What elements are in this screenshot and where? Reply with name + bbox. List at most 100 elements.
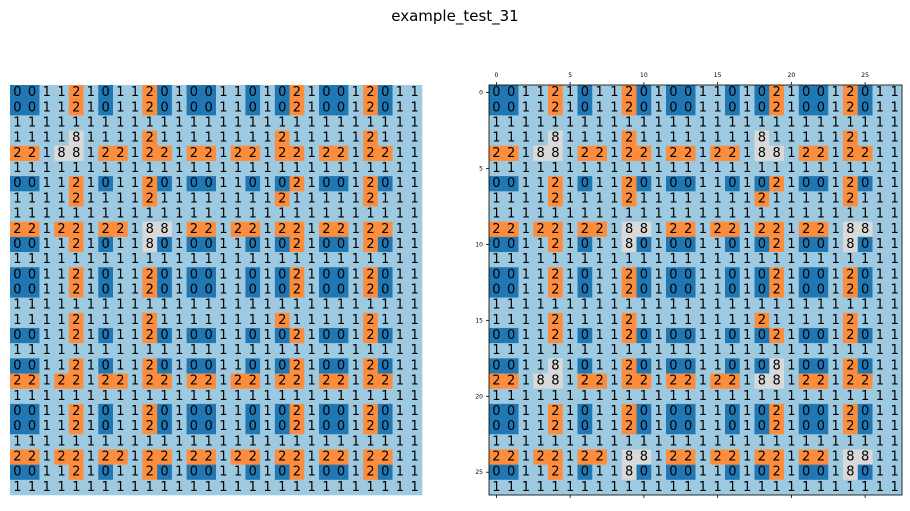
left-grid-cell xyxy=(333,206,349,222)
left-grid-cell-label: 0 xyxy=(278,328,286,343)
left-grid-cell-label: 1 xyxy=(410,480,418,495)
left-grid-cell-label: 1 xyxy=(175,115,183,130)
left-grid-cell-label: 0 xyxy=(190,419,198,434)
left-grid-cell xyxy=(157,130,173,147)
right-grid-cell-label: 1 xyxy=(713,252,721,267)
left-grid-cell-label: 1 xyxy=(263,283,271,298)
right-grid-cell-label: 0 xyxy=(728,237,736,252)
right-grid-cell-label: 1 xyxy=(787,100,795,115)
left-grid-cell xyxy=(171,282,187,298)
left-grid-cell-label: 0 xyxy=(249,404,257,419)
left-grid-cell-label: 1 xyxy=(72,115,80,130)
right-grid-cell-label: 1 xyxy=(699,404,707,419)
right-grid-cell-label: 1 xyxy=(536,85,544,100)
right-grid-cell-label: 2 xyxy=(846,100,854,115)
left-grid-cell-label: 1 xyxy=(219,115,227,130)
left-grid-cell xyxy=(363,297,379,314)
right-grid-cell-label: 1 xyxy=(817,161,825,176)
left-grid-cell-label: 1 xyxy=(234,191,242,206)
right-grid-cell-label: 1 xyxy=(772,161,780,176)
left-grid-cell xyxy=(39,267,55,283)
left-grid-cell-label: 0 xyxy=(101,267,109,282)
left-grid-cell-label: 1 xyxy=(352,176,360,191)
left-grid-cell-label: 1 xyxy=(13,313,21,328)
left-grid-cell xyxy=(260,85,276,101)
left-grid-cell-label: 1 xyxy=(28,161,36,176)
left-grid-cell-label: 1 xyxy=(116,115,124,130)
left-grid-cell-label: 1 xyxy=(219,374,227,389)
left-grid-cell-label: 1 xyxy=(263,146,271,161)
right-grid-cell-label: 0 xyxy=(861,176,869,191)
right-grid-cell-label: 2 xyxy=(713,222,721,237)
right-grid-cell-label: 1 xyxy=(772,480,780,495)
right-grid-cell-label: 1 xyxy=(846,389,854,404)
right-grid-cell-label: 0 xyxy=(802,283,810,298)
left-grid-cell xyxy=(10,327,26,344)
right-grid-cell-label: 1 xyxy=(876,313,884,328)
left-grid-cell-label: 1 xyxy=(293,389,301,404)
left-grid-cell xyxy=(10,191,26,207)
left-grid-cell-label: 1 xyxy=(396,465,404,480)
left-grid-cell-label: 1 xyxy=(146,252,154,267)
right-grid-cell-label: 1 xyxy=(625,115,633,130)
left-grid-cell-label: 1 xyxy=(396,343,404,358)
right-grid-cell-label: 0 xyxy=(802,100,810,115)
right-grid-cell-label: 1 xyxy=(787,465,795,480)
left-grid-cell xyxy=(407,191,423,207)
right-grid-cell-label: 8 xyxy=(861,450,869,465)
left-grid-cell xyxy=(68,176,84,192)
left-grid-cell xyxy=(157,85,173,101)
left-grid-cell xyxy=(54,115,70,131)
left-grid-cell xyxy=(10,343,26,359)
right-grid-cell-label: 1 xyxy=(699,222,707,237)
right-grid-cell-label: 1 xyxy=(890,419,898,434)
left-grid-cell xyxy=(98,130,114,147)
left-grid-cell-label: 1 xyxy=(234,328,242,343)
left-grid-cell-label: 1 xyxy=(160,252,168,267)
left-grid-cell xyxy=(319,282,335,298)
left-grid-cell xyxy=(142,145,158,162)
right-grid-cell-label: 1 xyxy=(817,252,825,267)
left-grid-cell xyxy=(304,267,320,283)
right-grid-cell-label: 0 xyxy=(861,100,869,115)
left-grid-cell-label: 1 xyxy=(322,115,330,130)
left-grid-cell-label: 2 xyxy=(293,465,301,480)
left-grid-cell xyxy=(377,145,393,162)
left-grid-cell-label: 1 xyxy=(87,404,95,419)
left-grid-cell-label: 1 xyxy=(219,161,227,176)
left-grid-cell xyxy=(201,160,217,177)
right-grid-cell-label: 0 xyxy=(817,267,825,282)
left-grid-cell-label: 2 xyxy=(72,404,80,419)
left-grid-cell xyxy=(113,267,129,283)
right-grid-cell-label: 8 xyxy=(758,146,766,161)
left-grid-cell-label: 2 xyxy=(72,100,80,115)
left-grid-cell xyxy=(260,115,276,131)
left-grid-cell xyxy=(201,327,217,344)
left-grid-cell-label: 2 xyxy=(72,176,80,191)
left-grid-cell xyxy=(24,327,40,344)
left-grid-cell-label: 2 xyxy=(146,283,154,298)
left-grid-cell-label: 1 xyxy=(337,434,345,449)
left-grid-cell xyxy=(201,145,217,162)
left-grid-cell-label: 0 xyxy=(249,176,257,191)
left-grid-cell-label: 0 xyxy=(190,237,198,252)
left-grid-cell-label: 1 xyxy=(337,480,345,495)
left-grid-cell-label: 1 xyxy=(57,131,65,146)
left-grid-cell-label: 0 xyxy=(160,328,168,343)
right-grid-cell-label: 0 xyxy=(669,237,677,252)
left-grid-cell-label: 1 xyxy=(175,191,183,206)
left-grid-cell-label: 1 xyxy=(307,131,315,146)
right-grid-cell-label: 1 xyxy=(699,343,707,358)
right-grid-cell-label: 2 xyxy=(551,176,559,191)
right-grid-cell-label: 0 xyxy=(802,419,810,434)
right-grid-cell-label: 0 xyxy=(581,176,589,191)
right-grid-cell-label: 1 xyxy=(610,100,618,115)
right-grid-cell-label: 1 xyxy=(551,298,559,313)
right-grid-cell-label: 1 xyxy=(595,131,603,146)
left-grid-cell xyxy=(10,115,26,131)
right-grid-cell-label: 2 xyxy=(846,85,854,100)
left-grid-cell-label: 1 xyxy=(116,237,124,252)
left-grid-cell-label: 1 xyxy=(131,237,139,252)
right-grid-cell-label: 1 xyxy=(581,131,589,146)
left-grid-cell xyxy=(171,327,187,344)
